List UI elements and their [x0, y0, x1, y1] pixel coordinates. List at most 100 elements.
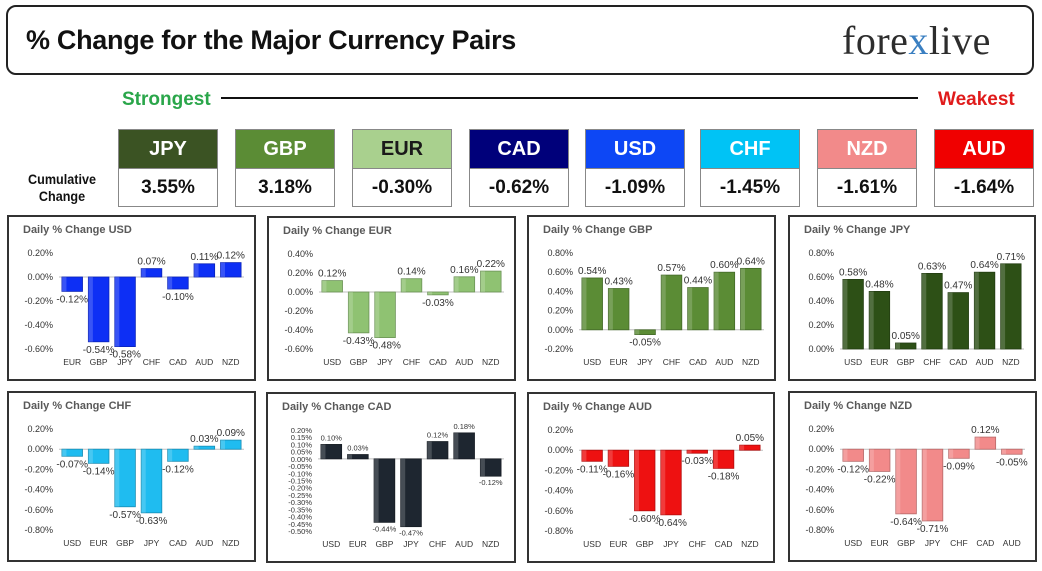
x-tick-label: AUD	[715, 357, 733, 367]
data-label: 0.14%	[397, 267, 425, 278]
data-label: -0.05%	[996, 457, 1028, 468]
bar-group	[921, 448, 944, 522]
bar-group	[739, 444, 761, 451]
cumulative-change-value: -1.09%	[604, 177, 666, 198]
bar-highlight	[374, 292, 380, 338]
bar-highlight	[660, 450, 666, 515]
bar-group	[347, 454, 369, 460]
bar-group	[634, 329, 656, 336]
bar	[400, 278, 423, 293]
y-tick-label: 0.20%	[808, 424, 834, 434]
bar	[581, 277, 603, 331]
bar-highlight	[194, 263, 199, 277]
bar-group	[61, 276, 83, 292]
x-tick-label: CAD	[715, 539, 733, 549]
y-tick-label: -0.60%	[544, 506, 573, 516]
data-label: 0.57%	[657, 263, 685, 274]
bar-group	[581, 277, 603, 331]
data-label: -0.18%	[708, 471, 740, 482]
bar-group	[220, 262, 242, 278]
bar-group	[193, 263, 216, 278]
currency-code: AUD	[935, 130, 1033, 169]
x-tick-label: USD	[63, 538, 81, 548]
data-label: 0.10%	[321, 433, 343, 442]
data-label: 0.58%	[839, 267, 867, 278]
data-label: 0.12%	[318, 269, 346, 280]
data-label: 0.09%	[217, 428, 245, 439]
data-label: 0.43%	[604, 277, 632, 288]
x-tick-label: AUD	[455, 539, 473, 549]
data-label: 0.22%	[477, 259, 505, 270]
data-label: 0.44%	[684, 276, 712, 287]
bar-group	[453, 276, 476, 293]
bar	[947, 292, 969, 350]
bar-highlight	[869, 449, 874, 472]
data-label: 0.12%	[427, 431, 449, 440]
y-tick-label: -0.30%	[288, 498, 312, 507]
x-tick-label: CHF	[429, 539, 446, 549]
bar-highlight	[453, 432, 459, 459]
bar-group	[634, 449, 656, 512]
x-tick-label: JPY	[117, 357, 133, 367]
bar-group	[842, 448, 864, 462]
y-tick-label: 0.00%	[287, 287, 313, 297]
chart-title: Daily % Change GBP	[543, 224, 653, 236]
y-tick-label: 0.15%	[291, 433, 313, 442]
bar	[581, 449, 603, 462]
bar-group	[607, 449, 630, 467]
y-tick-label: -0.80%	[544, 526, 573, 536]
y-tick-label: -0.80%	[24, 525, 53, 535]
cumulative-change-value: -0.62%	[488, 177, 550, 198]
bar-group	[660, 274, 683, 331]
bar	[347, 454, 369, 460]
bar-group	[868, 448, 891, 472]
daily-change-chart-aud: Daily % Change AUD 0.20% 0.00% -0.20% -0.40%…	[527, 392, 775, 563]
logo-x: x	[908, 18, 929, 63]
data-label: 0.12%	[971, 425, 999, 436]
daily-change-chart-nzd: Daily % Change NZD 0.20% 0.00% -0.20% -0.40%…	[788, 391, 1037, 562]
bar-group	[87, 448, 110, 464]
x-tick-label: USD	[323, 357, 341, 367]
bar	[739, 444, 761, 451]
bar	[480, 270, 502, 293]
data-label: -0.03%	[681, 456, 713, 467]
bar-group	[895, 448, 917, 515]
bar-group	[687, 287, 709, 331]
y-tick-label: 0.40%	[547, 286, 573, 296]
bar-group	[114, 276, 136, 347]
logo-text-right: live	[928, 18, 991, 63]
currency-tile-nzd: NZD -1.61%	[817, 129, 917, 207]
bar-highlight	[454, 276, 459, 292]
bar-highlight	[714, 272, 719, 330]
bar-highlight	[220, 440, 226, 450]
currency-code: EUR	[353, 130, 451, 169]
data-label: 0.03%	[347, 444, 369, 453]
chart-plot: 0.80% 0.60% 0.40% 0.20% 0.00% 0.58% USD 0.48% EU…	[808, 248, 1025, 367]
data-label: -0.14%	[83, 466, 115, 477]
x-tick-label: GBP	[897, 357, 915, 367]
bar-group	[1000, 263, 1022, 350]
y-tick-label: 0.10%	[291, 440, 313, 449]
y-tick-label: 0.20%	[547, 306, 573, 316]
daily-change-chart-gbp: Daily % Change GBP 0.80% 0.60% 0.40% 0.20% 0.…	[527, 215, 776, 381]
bar	[686, 449, 708, 454]
data-label: -0.64%	[655, 518, 687, 529]
currency-tile-chf: CHF -1.45%	[700, 129, 800, 207]
x-tick-label: JPY	[925, 538, 941, 548]
bar-highlight	[842, 279, 848, 349]
bar-group	[713, 271, 736, 331]
daily-change-chart-chf: Daily % Change CHF 0.20% 0.00% -0.20% -0.40%…	[7, 391, 256, 562]
y-tick-label: -0.05%	[288, 462, 312, 471]
x-tick-label: USD	[844, 357, 862, 367]
x-tick-label: EUR	[610, 357, 628, 367]
bar-group	[453, 432, 475, 460]
forexlive-logo: forexlive	[842, 17, 991, 64]
x-tick-label: USD	[583, 539, 601, 549]
y-tick-label: 0.20%	[547, 425, 573, 435]
bar-highlight	[740, 268, 746, 330]
daily-change-chart-cad: Daily % Change CAD 0.20% 0.15% 0.10% 0.05% 0.…	[266, 392, 516, 563]
currency-code: CAD	[470, 130, 568, 169]
bar	[140, 268, 163, 278]
y-tick-label: 0.20%	[27, 424, 53, 434]
bar-highlight	[608, 288, 613, 330]
